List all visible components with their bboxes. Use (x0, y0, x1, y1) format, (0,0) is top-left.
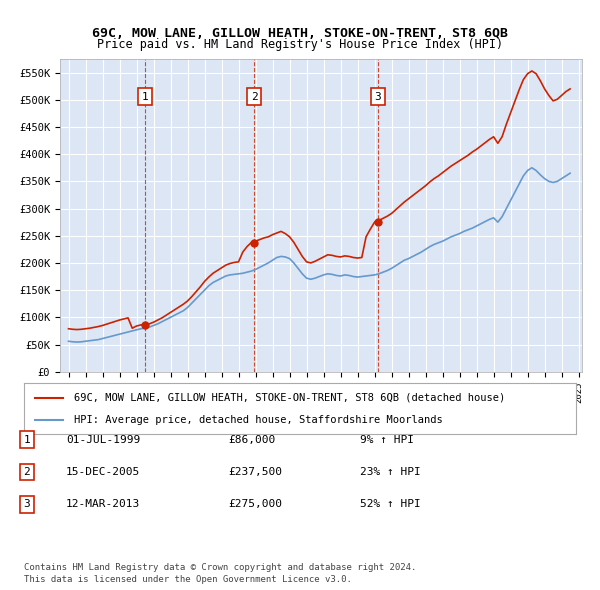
Text: 69C, MOW LANE, GILLOW HEATH, STOKE-ON-TRENT, ST8 6QB (detached house): 69C, MOW LANE, GILLOW HEATH, STOKE-ON-TR… (74, 392, 505, 402)
Text: 2: 2 (251, 91, 257, 101)
Text: 01-JUL-1999: 01-JUL-1999 (66, 435, 140, 444)
Text: 1: 1 (23, 435, 31, 444)
Text: 15-DEC-2005: 15-DEC-2005 (66, 467, 140, 477)
Text: £237,500: £237,500 (228, 467, 282, 477)
Text: This data is licensed under the Open Government Licence v3.0.: This data is licensed under the Open Gov… (24, 575, 352, 584)
Text: 23% ↑ HPI: 23% ↑ HPI (360, 467, 421, 477)
Text: Price paid vs. HM Land Registry's House Price Index (HPI): Price paid vs. HM Land Registry's House … (97, 38, 503, 51)
Text: £275,000: £275,000 (228, 500, 282, 509)
Text: 52% ↑ HPI: 52% ↑ HPI (360, 500, 421, 509)
Text: HPI: Average price, detached house, Staffordshire Moorlands: HPI: Average price, detached house, Staf… (74, 415, 442, 425)
Text: 2: 2 (23, 467, 31, 477)
Text: 12-MAR-2013: 12-MAR-2013 (66, 500, 140, 509)
Text: 9% ↑ HPI: 9% ↑ HPI (360, 435, 414, 444)
Text: £86,000: £86,000 (228, 435, 275, 444)
Text: 69C, MOW LANE, GILLOW HEATH, STOKE-ON-TRENT, ST8 6QB: 69C, MOW LANE, GILLOW HEATH, STOKE-ON-TR… (92, 27, 508, 40)
Text: Contains HM Land Registry data © Crown copyright and database right 2024.: Contains HM Land Registry data © Crown c… (24, 563, 416, 572)
Text: 1: 1 (142, 91, 148, 101)
Text: 3: 3 (374, 91, 382, 101)
Text: 3: 3 (23, 500, 31, 509)
